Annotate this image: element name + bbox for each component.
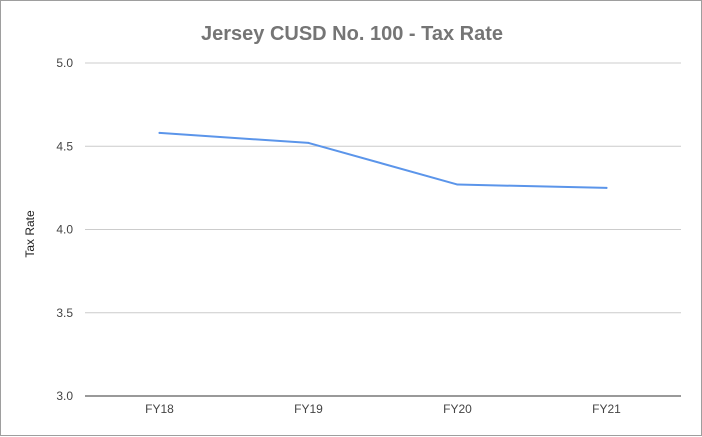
x-tick-label: FY21 — [592, 402, 621, 416]
y-tick-label: 4.0 — [56, 223, 73, 237]
y-tick-label: 3.0 — [56, 389, 73, 403]
y-tick-label: 3.5 — [56, 306, 73, 320]
series-line-0 — [158, 131, 608, 189]
y-tick-label: 4.5 — [56, 139, 73, 153]
gridlines — [85, 62, 681, 397]
y-tick-labels: 3.0 3.5 4.0 4.5 5.0 — [56, 56, 73, 403]
y-axis-label: Tax Rate — [23, 210, 37, 258]
chart-title: Jersey CUSD No. 100 - Tax Rate — [201, 23, 503, 45]
data-point — [158, 131, 161, 134]
data-point — [605, 186, 608, 189]
x-tick-label: FY20 — [443, 402, 472, 416]
x-tick-label: FY18 — [145, 402, 174, 416]
x-tick-labels: FY18 FY19 FY20 FY21 — [145, 402, 621, 416]
data-point — [456, 183, 459, 186]
series-layer — [158, 131, 608, 189]
data-point — [307, 141, 310, 144]
x-tick-label: FY19 — [294, 402, 323, 416]
y-tick-label: 5.0 — [56, 56, 73, 70]
